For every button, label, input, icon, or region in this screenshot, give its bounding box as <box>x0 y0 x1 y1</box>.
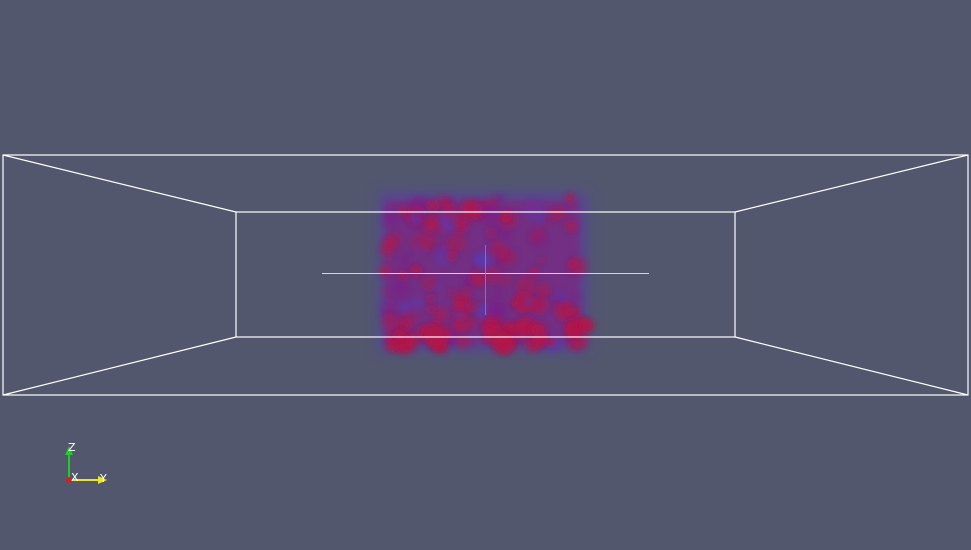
volume-blob <box>529 267 540 277</box>
volume-blob <box>453 320 467 334</box>
volume-blob <box>572 307 582 317</box>
z-axis-label: Z <box>68 441 76 454</box>
volume-blob <box>501 230 512 240</box>
volume-blob <box>487 301 507 321</box>
volume-blob <box>491 288 504 301</box>
volume-blob <box>553 293 565 305</box>
volume-blob <box>407 296 423 312</box>
volume-blob <box>537 214 545 222</box>
volume-blob <box>410 232 431 253</box>
volume-blob <box>569 341 578 351</box>
volume-blob <box>543 220 551 227</box>
volume-blob <box>397 271 408 281</box>
y-axis-arrow-icon <box>98 476 107 484</box>
box-outer-face <box>2 154 969 396</box>
volume-blob <box>565 193 576 204</box>
volume-blob <box>469 270 485 286</box>
volume-blob <box>456 335 471 350</box>
volume-blob <box>495 193 505 204</box>
x-axis-label: X <box>71 471 79 484</box>
volume-blob <box>455 312 464 321</box>
volume-blob <box>446 251 457 261</box>
volume-blob <box>381 288 389 296</box>
y-axis-label: Y <box>99 472 107 485</box>
volume-blob <box>426 328 447 348</box>
volume-blob <box>381 313 402 333</box>
volume-blob <box>502 216 509 223</box>
z-axis-arrow-icon <box>65 446 73 455</box>
volume-blob <box>499 273 513 287</box>
box-edge-bottom-left <box>2 336 237 396</box>
box-edge-bottom-right <box>734 336 969 396</box>
volume-blob <box>435 281 443 290</box>
volume-blob <box>467 301 479 312</box>
volume-blob <box>484 267 502 284</box>
volume-blob <box>426 294 435 303</box>
volume-blob <box>391 279 410 298</box>
volume-blob <box>383 209 400 226</box>
volume-blob <box>421 275 437 291</box>
volume-blob <box>537 256 546 264</box>
volume-blob <box>385 340 397 352</box>
volume-blob <box>399 302 409 313</box>
volume-blob <box>530 232 546 248</box>
volume-blob <box>394 330 404 341</box>
volume-blob <box>412 332 421 341</box>
box-inner-face <box>235 211 736 338</box>
volume-blob <box>434 246 454 266</box>
volume-blob <box>580 318 595 333</box>
volume-blob <box>378 264 392 278</box>
volume-blob <box>574 292 583 301</box>
volume-blob <box>443 205 460 222</box>
volume-blob <box>565 220 578 233</box>
volume-blob <box>427 305 436 314</box>
volume-blob <box>511 300 518 307</box>
volume-blob <box>447 233 467 253</box>
orientation-axes: Z X Y <box>65 441 107 485</box>
center-crosshair <box>322 245 649 315</box>
volume-blob <box>566 307 574 316</box>
volume-blob <box>432 307 449 323</box>
bounding-box-wireframe <box>2 154 969 396</box>
volume-blob <box>462 286 473 297</box>
volume-blob <box>547 207 561 221</box>
volume-blob <box>399 254 411 266</box>
volume-blob <box>475 204 484 212</box>
x-axis-dot-icon <box>66 477 72 483</box>
volume-blob <box>384 313 392 320</box>
volume-blob <box>489 240 508 258</box>
box-edge-top-right <box>734 154 969 213</box>
volume-blob <box>481 204 499 222</box>
volume-blob <box>512 319 532 340</box>
volume-blob <box>537 283 551 297</box>
box-edge-top-left <box>2 154 237 213</box>
volume-blob <box>462 278 471 288</box>
volume-blob <box>448 289 456 297</box>
volume-blob <box>427 200 438 212</box>
volume-blob <box>476 304 491 319</box>
volume-blob <box>401 320 412 331</box>
volume-blob <box>516 276 536 297</box>
volume-blob <box>495 333 514 353</box>
volume-blob <box>410 265 421 276</box>
volume-blob <box>524 297 533 306</box>
volume-blob <box>555 301 575 321</box>
volume-blob <box>486 228 496 238</box>
volume-blob <box>474 253 487 266</box>
volume-blob <box>422 216 438 232</box>
volume-blob <box>532 324 543 335</box>
volume-blob <box>381 237 397 252</box>
volume-blob <box>568 260 577 269</box>
volume-blob <box>410 213 421 225</box>
